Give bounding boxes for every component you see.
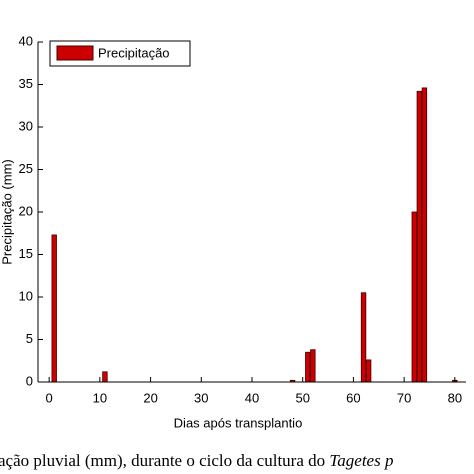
bar (411, 211, 417, 383)
bar (416, 90, 423, 383)
y-tick-label: 0 (26, 373, 33, 388)
y-axis-label: Precipitação (mm) (0, 159, 14, 264)
x-tick-label: 30 (194, 390, 208, 405)
bar (305, 351, 311, 383)
x-tick-label: 70 (397, 390, 411, 405)
legend-swatch (56, 45, 94, 61)
bar (421, 87, 428, 383)
y-tick-label: 5 (26, 331, 33, 346)
y-tick-label: 20 (19, 203, 33, 218)
x-axis-label: Dias após transplantio (174, 415, 303, 430)
x-tick-label: 40 (245, 390, 259, 405)
x-tick-label: 20 (143, 390, 157, 405)
caption-text: ação pluvial (mm), durante o ciclo da cu… (0, 451, 329, 470)
x-tick-label: 0 (46, 390, 53, 405)
bar (51, 234, 57, 383)
y-tick-label: 10 (19, 288, 33, 303)
x-tick-label: 60 (346, 390, 360, 405)
caption: ação pluvial (mm), durante o ciclo da cu… (0, 451, 393, 470)
y-tick-label: 40 (19, 33, 33, 48)
bar (360, 292, 367, 383)
bar (102, 371, 108, 383)
y-tick-label: 15 (19, 246, 33, 261)
x-tick-label: 10 (93, 390, 107, 405)
caption-italic: Tagetes p (329, 451, 393, 470)
bar (310, 349, 316, 383)
legend-label: Precipitação (98, 45, 170, 60)
y-tick-label: 30 (19, 118, 33, 133)
bar (365, 359, 372, 383)
y-tick-label: 25 (19, 161, 33, 176)
y-tick-label: 35 (19, 76, 33, 91)
x-tick-label: 80 (448, 390, 462, 405)
x-tick-label: 50 (295, 390, 309, 405)
